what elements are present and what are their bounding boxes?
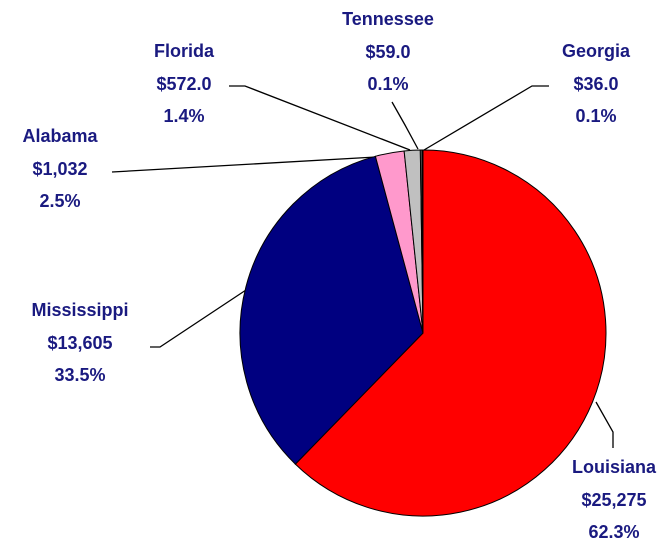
leader-line <box>391 101 419 150</box>
percent-label: 0.1% <box>367 74 408 94</box>
value-label: $13,605 <box>47 333 112 353</box>
leader-line <box>423 85 549 151</box>
slice-label: Georgia <box>562 41 631 61</box>
value-label: $36.0 <box>573 74 618 94</box>
percent-label: 33.5% <box>54 365 105 385</box>
pie-slice <box>421 149 424 334</box>
value-label: $1,032 <box>32 159 87 179</box>
percent-label: 1.4% <box>163 106 204 126</box>
value-label: $572.0 <box>156 74 211 94</box>
slice-label: Mississippi <box>31 300 128 320</box>
leader-line <box>111 156 377 173</box>
percent-label: 62.3% <box>588 522 639 539</box>
percent-label: 2.5% <box>39 191 80 211</box>
leader-line <box>595 401 614 448</box>
percent-label: 0.1% <box>575 106 616 126</box>
leader-line <box>150 289 247 348</box>
slice-label: Florida <box>154 41 215 61</box>
slice-label: Louisiana <box>572 457 657 477</box>
leader-line <box>229 85 411 151</box>
value-label: $59.0 <box>365 42 410 62</box>
slice-label: Alabama <box>22 126 98 146</box>
leader-lines <box>111 85 614 448</box>
pie-slice <box>239 155 424 465</box>
slice-label: Tennessee <box>342 9 434 29</box>
value-label: $25,275 <box>581 490 646 510</box>
pie-slice <box>294 149 607 517</box>
